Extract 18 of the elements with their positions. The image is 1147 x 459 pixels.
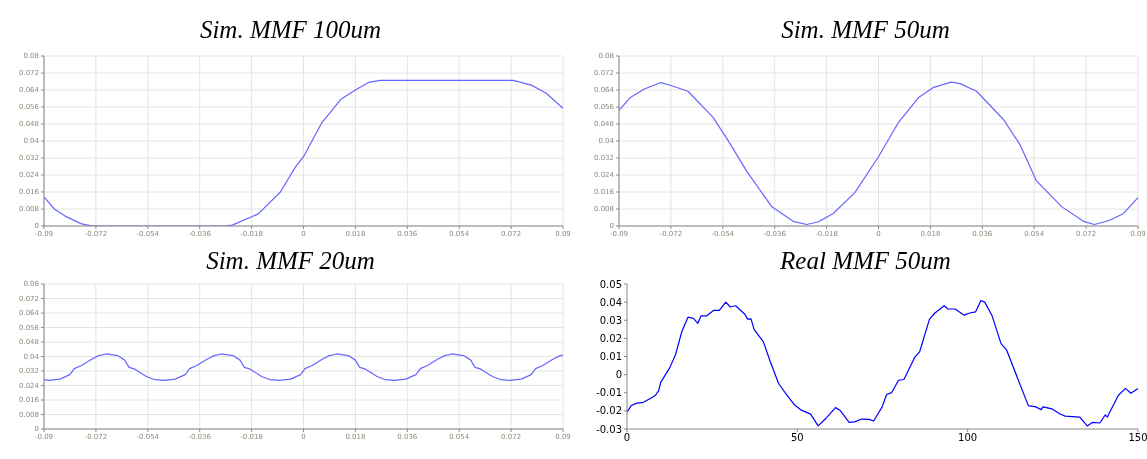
y-tick-label: 0.03	[599, 314, 622, 326]
chart-title: Sim. MMF 100um	[198, 15, 383, 45]
line-series	[44, 353, 563, 382]
y-tick-label: 0.02	[599, 332, 622, 344]
x-tick-label: 150	[1128, 432, 1147, 444]
x-tick-label: 100	[958, 432, 978, 444]
y-tick-label: -0.01	[596, 387, 622, 399]
y-tick-label: -0.03	[596, 423, 622, 435]
y-tick-label: 0.05	[599, 278, 622, 290]
y-tick-label: 0	[615, 369, 622, 381]
chart-title: Real MMF 50um	[779, 246, 952, 276]
x-tick-label: 50	[790, 432, 804, 444]
y-tick-label: 0.01	[599, 351, 622, 363]
y-tick-label: 0.04	[599, 296, 622, 308]
x-tick-label: 0	[623, 432, 631, 444]
chart-title: Sim. MMF 20um	[205, 246, 376, 276]
y-tick-label: -0.02	[596, 405, 622, 417]
chart-title: Sim. MMF 50um	[780, 15, 951, 45]
